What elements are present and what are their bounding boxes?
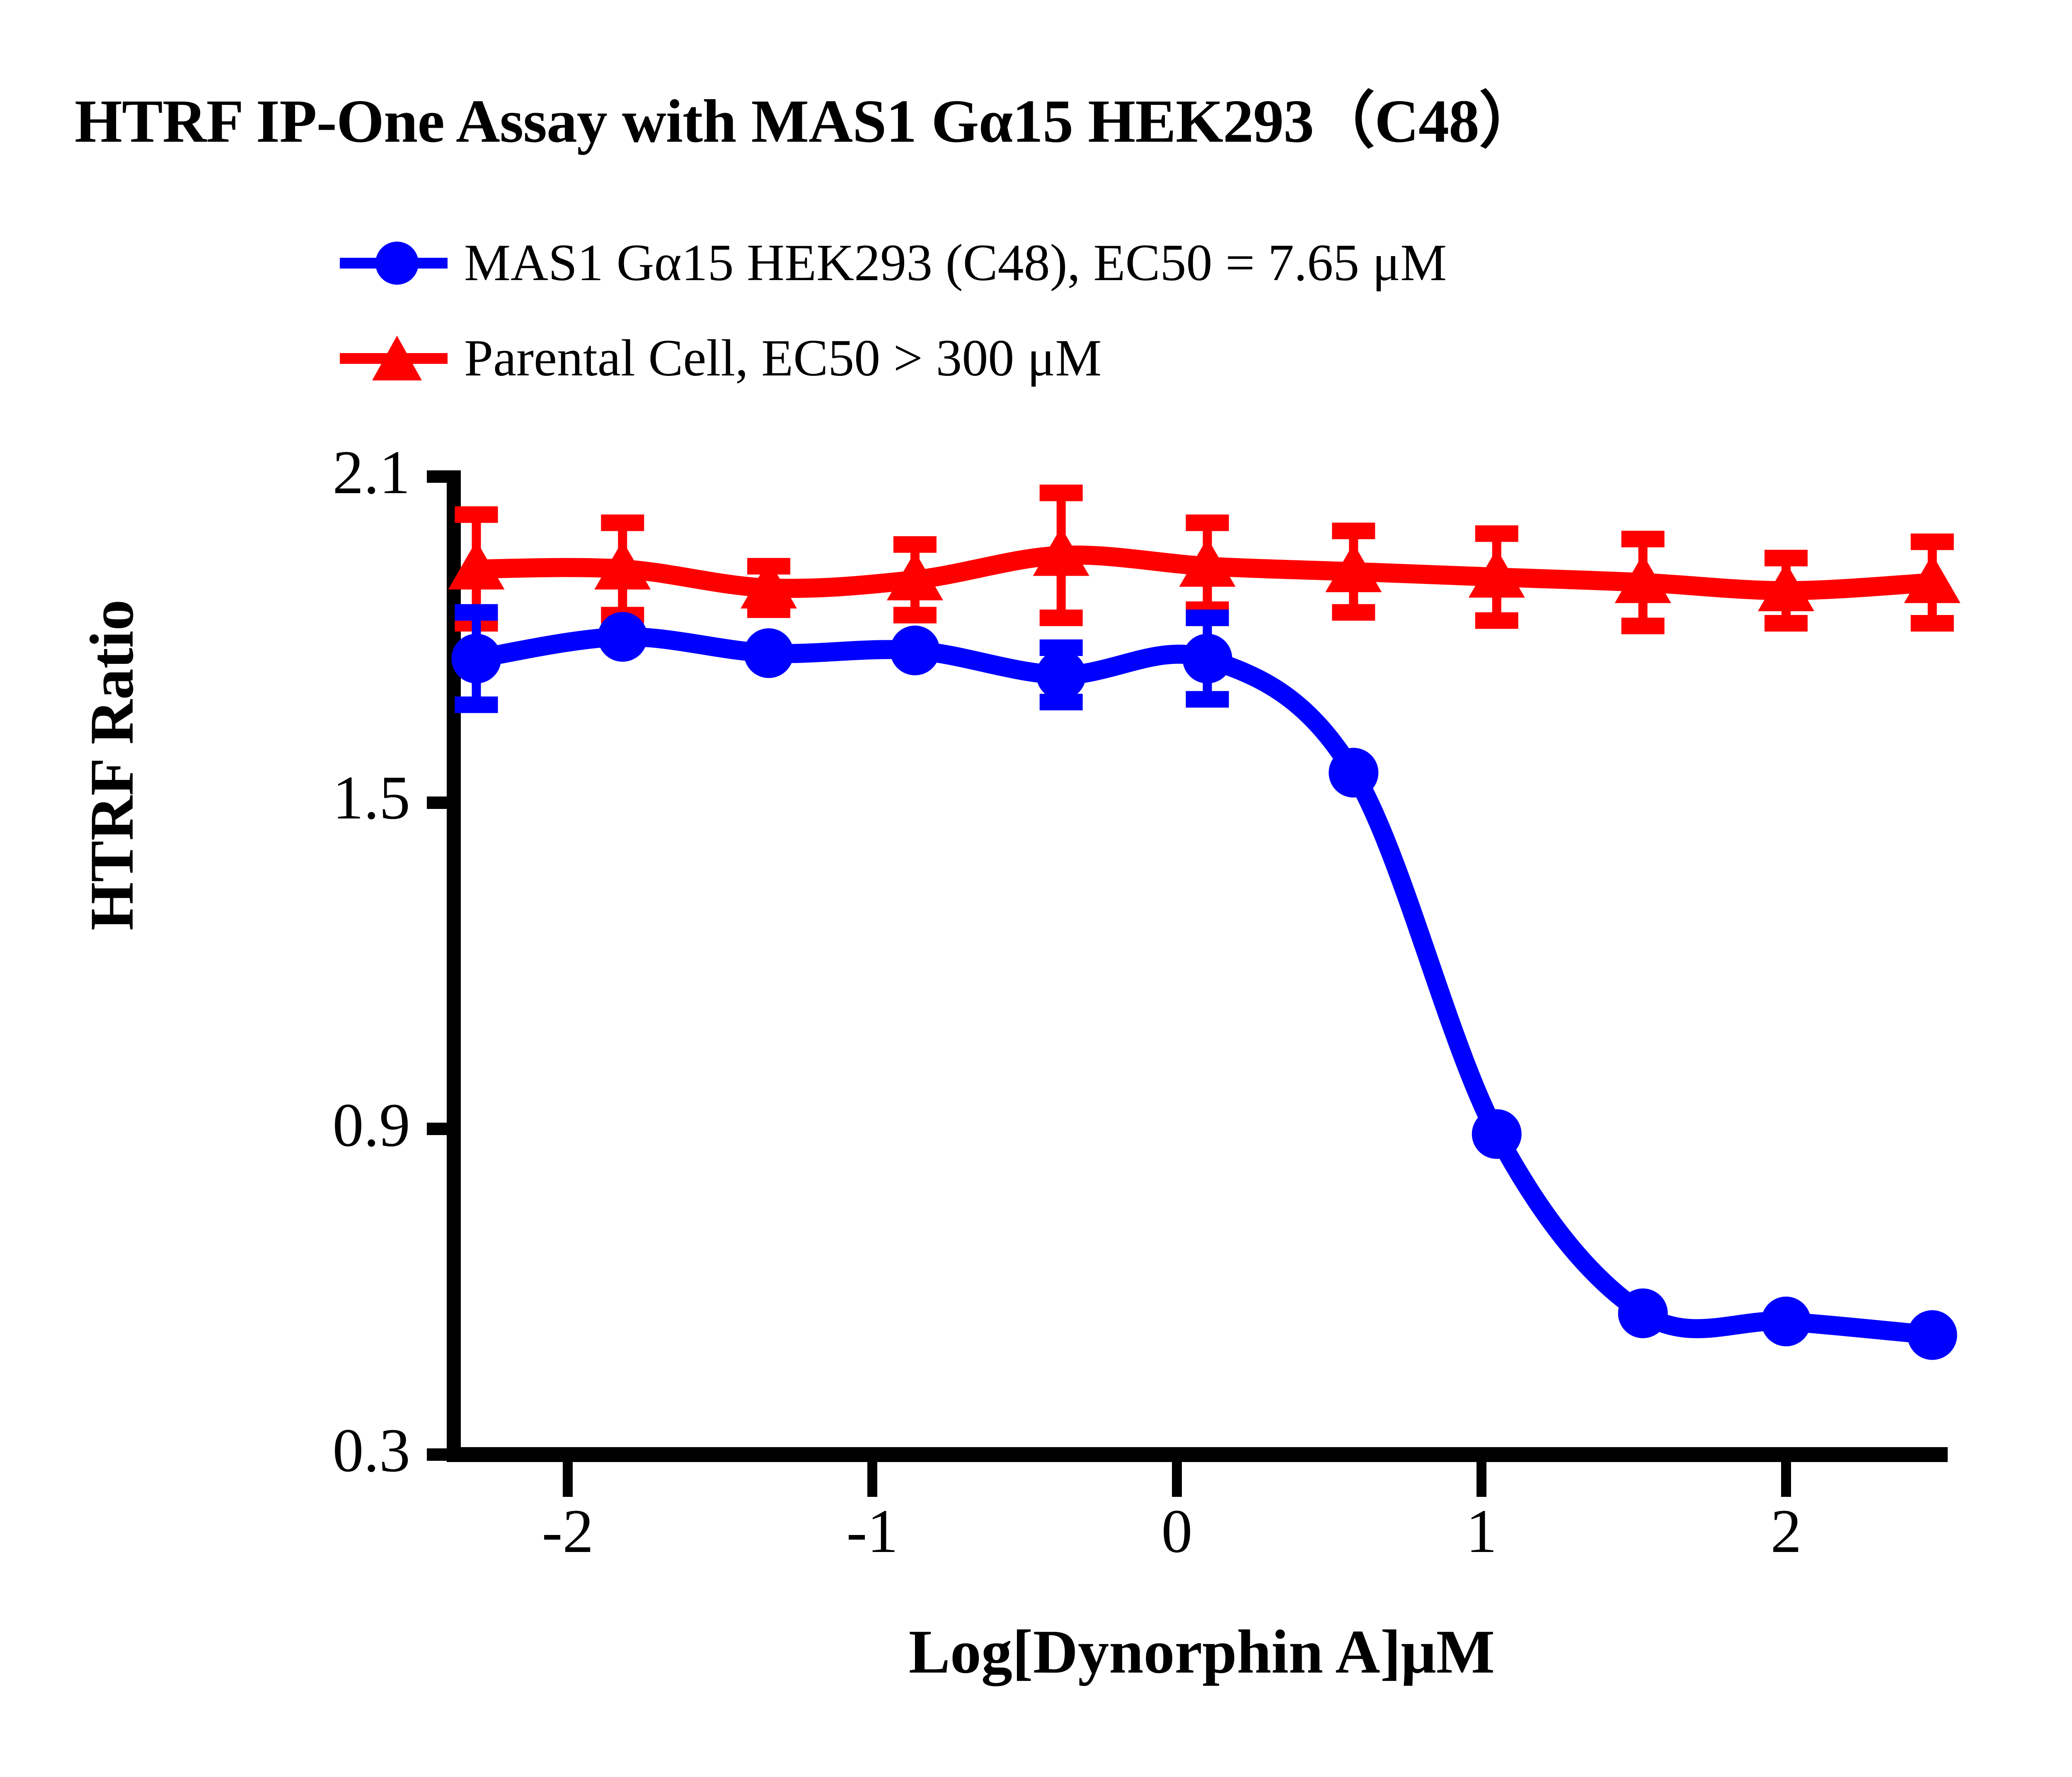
data-point xyxy=(1033,527,1089,576)
data-point xyxy=(1182,634,1232,684)
page-title: HTRF IP-One Assay with MAS1 Gα15 HEK293（… xyxy=(75,87,1540,155)
x-tick-label: 0 xyxy=(1161,1497,1193,1566)
chart-legend: MAS1 Gα15 HEK293 (C48), EC50 = 7.65 μM P… xyxy=(340,215,1447,406)
x-tick-label: 1 xyxy=(1466,1497,1497,1566)
data-point xyxy=(1904,554,1961,603)
data-point xyxy=(448,540,505,590)
data-point xyxy=(744,628,794,678)
data-point xyxy=(886,551,943,600)
axis-lines xyxy=(427,470,1948,1497)
legend-marker-circle-blue xyxy=(340,240,448,286)
x-tick-label: -2 xyxy=(542,1497,594,1566)
data-point xyxy=(451,634,501,684)
circle-icon xyxy=(375,242,419,285)
series-parental-cell xyxy=(448,484,1961,634)
x-tick-label: -1 xyxy=(846,1497,898,1566)
series-mas1-hek293 xyxy=(451,604,1957,1360)
fit-curve xyxy=(467,627,1942,1345)
data-point xyxy=(598,612,648,662)
legend-item-mas1: MAS1 Gα15 HEK293 (C48), EC50 = 7.65 μM xyxy=(340,215,1447,311)
triangle-icon xyxy=(372,336,422,380)
data-point xyxy=(1468,549,1525,598)
legend-label-parental: Parental Cell, EC50 > 300 μM xyxy=(464,329,1102,387)
y-tick-label: 0.9 xyxy=(332,1091,411,1160)
data-point xyxy=(890,625,940,675)
data-point xyxy=(1907,1310,1957,1360)
y-tick-label: 1.5 xyxy=(332,763,411,832)
x-tick-label: 2 xyxy=(1770,1497,1802,1566)
data-point xyxy=(1758,562,1814,611)
legend-label-mas1: MAS1 Gα15 HEK293 (C48), EC50 = 7.65 μM xyxy=(464,234,1447,292)
y-tick-label: 2.1 xyxy=(332,438,411,507)
data-point xyxy=(1329,748,1379,798)
y-tick-label: 0.3 xyxy=(332,1416,411,1485)
x-axis-title: Log[Dynorphin A]μM xyxy=(908,1617,1495,1686)
data-point xyxy=(1179,537,1236,587)
data-point xyxy=(1325,543,1382,593)
legend-item-parental: Parental Cell, EC50 > 300 μM xyxy=(340,311,1447,406)
data-point xyxy=(1615,554,1671,603)
data-point xyxy=(1472,1109,1522,1159)
data-point xyxy=(741,559,797,609)
data-point xyxy=(1618,1288,1668,1339)
data-point xyxy=(594,540,651,590)
legend-marker-triangle-red xyxy=(340,336,448,381)
data-point xyxy=(1761,1296,1811,1346)
data-point xyxy=(1036,650,1086,700)
